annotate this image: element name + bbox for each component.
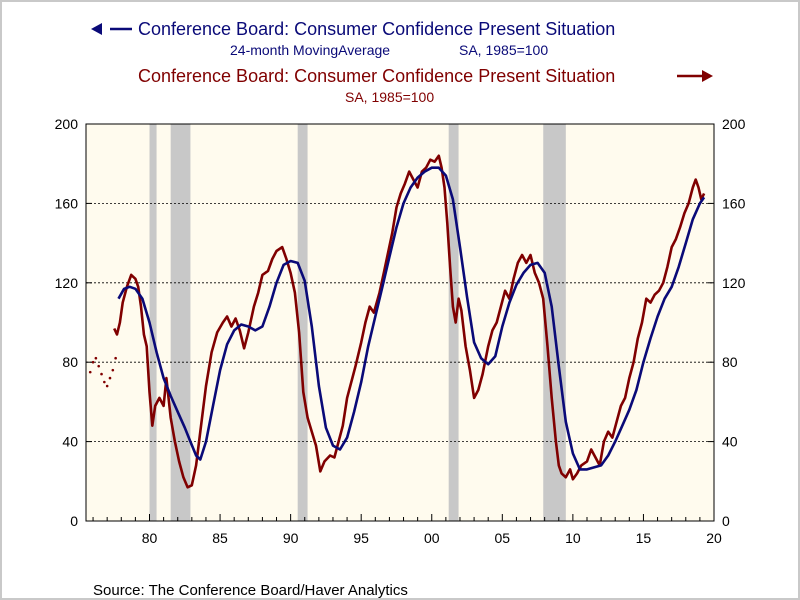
early-point-7 xyxy=(108,376,112,380)
y-tick-label-right-120: 120 xyxy=(722,275,746,291)
recession-band-3 xyxy=(448,124,459,521)
legend-series1-title: Conference Board: Consumer Confidence Pr… xyxy=(138,19,615,39)
early-point-1 xyxy=(91,360,95,364)
early-point-5 xyxy=(103,380,106,384)
y-tick-label-left-200: 200 xyxy=(55,116,79,132)
legend-series2-title: Conference Board: Consumer Confidence Pr… xyxy=(138,66,615,86)
x-tick-label-80: 80 xyxy=(142,530,158,546)
y-tick-label-left-80: 80 xyxy=(62,354,78,370)
early-point-0 xyxy=(88,370,92,374)
legend-series2-subtitle: SA, 1985=100 xyxy=(345,89,434,105)
source-note: Source: The Conference Board/Haver Analy… xyxy=(93,582,408,598)
y-tick-label-left-160: 160 xyxy=(55,195,79,211)
x-tick-label-90: 90 xyxy=(283,530,299,546)
legend-series2-arrow-right-icon xyxy=(702,70,713,82)
legend-series1-subtitle-left: 24-month MovingAverage xyxy=(230,42,390,58)
early-point-4 xyxy=(100,372,103,376)
recession-band-2 xyxy=(297,124,308,521)
y-tick-label-left-120: 120 xyxy=(55,275,79,291)
plot-border xyxy=(85,123,715,522)
recession-band-0 xyxy=(149,124,157,521)
series-2-line xyxy=(113,154,706,489)
early-point-6 xyxy=(105,384,109,388)
y-tick-label-left-40: 40 xyxy=(62,434,78,450)
y-tick-label-right-40: 40 xyxy=(722,434,738,450)
x-tick-label-85: 85 xyxy=(212,530,228,546)
early-point-9 xyxy=(114,356,117,360)
y-tick-label-right-0: 0 xyxy=(722,513,730,529)
y-tick-label-right-200: 200 xyxy=(722,116,746,132)
x-tick-label-20: 20 xyxy=(706,530,722,546)
x-tick-label-05: 05 xyxy=(495,530,511,546)
early-point-8 xyxy=(111,368,115,372)
x-tick-label-00: 00 xyxy=(424,530,440,546)
x-tick-label-15: 15 xyxy=(636,530,652,546)
y-tick-label-right-80: 80 xyxy=(722,354,738,370)
recession-band-1 xyxy=(170,124,191,521)
x-tick-label-95: 95 xyxy=(353,530,369,546)
legend: Conference Board: Consumer Confidence Pr… xyxy=(91,19,713,105)
early-point-2 xyxy=(94,356,98,360)
y-tick-label-right-160: 160 xyxy=(722,195,746,211)
series-1-line xyxy=(117,166,706,471)
early-point-3 xyxy=(97,364,101,368)
legend-series1-subtitle-right: SA, 1985=100 xyxy=(459,42,548,58)
y-tick-label-left-0: 0 xyxy=(70,513,78,529)
x-tick-label-10: 10 xyxy=(565,530,581,546)
legend-series1-arrow-left-icon xyxy=(91,23,102,35)
series-layer xyxy=(88,154,706,489)
